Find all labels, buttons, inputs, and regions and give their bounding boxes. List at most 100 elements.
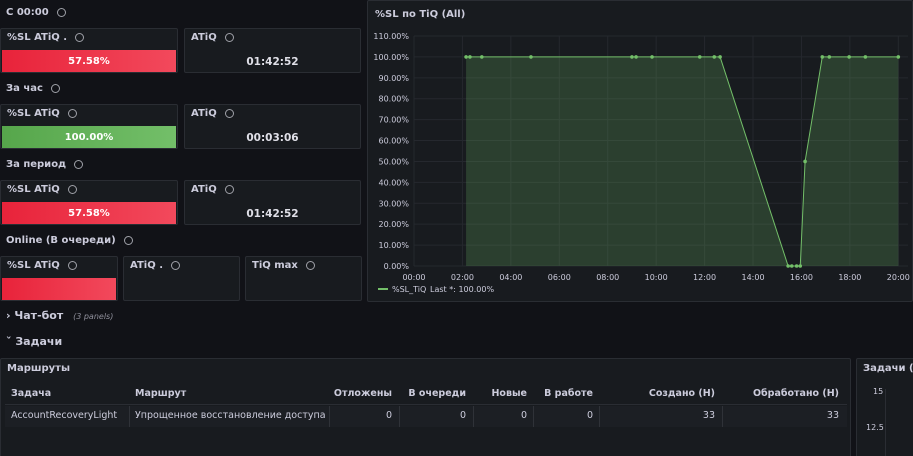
data-point xyxy=(803,159,807,164)
legend-stat: Last *: 100.00% xyxy=(430,285,494,294)
data-point xyxy=(650,55,654,59)
stat-value: 100.00% xyxy=(64,131,114,143)
stat-value: 01:42:52 xyxy=(246,208,299,220)
stat-title: ATiQ xyxy=(191,108,234,119)
x-tick-label: 04:00 xyxy=(499,273,522,282)
stat-title: %SL ATiQ xyxy=(7,260,77,271)
row-title: Чат-бот xyxy=(14,309,64,322)
info-icon xyxy=(224,108,234,118)
table: Задача Маршрут Отложены В очереди Новые В раб… xyxy=(1,359,850,456)
row-note: (3 panels) xyxy=(73,312,114,321)
stat-title-text: ATiQ xyxy=(191,108,217,119)
data-point xyxy=(786,264,790,268)
info-icon xyxy=(50,83,60,93)
table-cell: AccountRecoveryLight xyxy=(11,410,118,421)
y-tick-label: 80.00% xyxy=(378,95,409,104)
cell-divider xyxy=(329,406,330,427)
info-icon xyxy=(67,260,77,270)
info-icon xyxy=(67,108,77,118)
stat-title-text: %SL ATiQ . xyxy=(7,32,68,43)
data-point xyxy=(847,55,851,59)
stat-title: ATiQ xyxy=(191,32,234,43)
axis xyxy=(885,389,886,456)
data-point xyxy=(863,55,868,59)
section-title: Online (В очереди) xyxy=(6,235,133,246)
table-title: Маршруты xyxy=(7,363,70,374)
x-tick-label: 10:00 xyxy=(645,273,668,282)
column-header: Отложены xyxy=(333,388,392,399)
stat-panel: TiQ max xyxy=(245,256,362,301)
cell-divider xyxy=(129,406,130,427)
column-header: В работе xyxy=(544,388,593,399)
data-point xyxy=(896,55,901,59)
info-icon xyxy=(56,7,66,17)
data-point xyxy=(464,55,468,59)
table-panel: Маршруты Задача Маршрут Отложены В очереди Н… xyxy=(0,358,851,456)
x-tick-label: 06:00 xyxy=(548,273,571,282)
data-point xyxy=(712,55,717,59)
y-tick-label: 100.00% xyxy=(373,53,409,62)
cell-divider xyxy=(399,406,400,427)
table-cell: 33 xyxy=(702,410,715,421)
y-tick-label: 60.00% xyxy=(378,137,409,146)
info-icon xyxy=(74,159,84,169)
column-header: Маршрут xyxy=(135,388,187,399)
section-title: С 00:00 xyxy=(6,7,66,18)
stat-panel: %SL ATiQ . 57.58% xyxy=(0,28,178,73)
stat-title: %SL ATiQ . xyxy=(7,32,85,43)
legend-label: %SL_TiQ xyxy=(392,285,426,294)
y-tick-label: 15 xyxy=(873,387,884,396)
data-point xyxy=(794,264,799,268)
info-icon xyxy=(224,184,234,194)
row-header[interactable]: ˇ Задачи xyxy=(6,335,63,348)
info-icon xyxy=(171,260,180,270)
x-tick-label: 00:00 xyxy=(402,273,425,282)
stat-value-box xyxy=(2,278,116,300)
chart: %SL по TiQ (All) 0.00% 10.00% 20.00% 30.00%… xyxy=(373,9,909,294)
y-tick-label: 20.00% xyxy=(378,220,409,229)
cell-divider xyxy=(722,406,723,427)
column-header: Новые xyxy=(491,388,527,399)
data-point xyxy=(468,55,472,59)
stat-title-text: ATiQ xyxy=(191,32,217,43)
y-tick-label: 110.00% xyxy=(373,32,409,41)
stat-panel: ATiQ . xyxy=(123,256,240,301)
side-title: Задачи (All xyxy=(863,363,913,374)
table-row xyxy=(5,406,847,427)
row-header[interactable]: › Чат-бот (3 panels) xyxy=(6,309,114,322)
stat-title: ATiQ . xyxy=(130,260,180,271)
x-tick-label: 18:00 xyxy=(838,273,861,282)
stat-value: 57.58% xyxy=(68,207,110,219)
stat-title-text: ATiQ xyxy=(191,184,217,195)
y-tick-label: 12.5 xyxy=(866,423,884,432)
cell-divider xyxy=(599,406,600,427)
data-point xyxy=(634,55,638,59)
x-tick-label: 08:00 xyxy=(596,273,619,282)
column-header: В очереди xyxy=(408,388,466,399)
data-point xyxy=(529,55,533,59)
stat-panel: %SL ATiQ xyxy=(0,256,118,301)
x-tick-label: 14:00 xyxy=(741,273,764,282)
x-tick-label: 16:00 xyxy=(790,273,813,282)
stat-title-text: %SL ATiQ xyxy=(7,108,60,119)
info-icon xyxy=(67,184,77,194)
stat-value-box: 100.00% xyxy=(2,126,176,148)
stat-title: %SL ATiQ xyxy=(7,108,77,119)
header-divider xyxy=(5,404,847,405)
section-title-text: С 00:00 xyxy=(6,7,49,18)
stat-title-text: ATiQ . xyxy=(130,260,163,271)
table-cell: Упрощенное восстановление доступа xyxy=(135,410,326,421)
table-cell: 0 xyxy=(459,410,466,421)
x-tick-label: 12:00 xyxy=(693,273,716,282)
stat-title: TiQ max xyxy=(252,260,315,271)
section-title-text: Online (В очереди) xyxy=(6,235,116,246)
info-icon xyxy=(305,260,315,270)
stat-title: ATiQ xyxy=(191,184,234,195)
row-title: Задачи xyxy=(15,335,63,348)
data-point xyxy=(827,55,832,59)
column-header: Обработано (H) xyxy=(752,388,839,399)
stat-panel: ATiQ 01:42:52 xyxy=(184,28,361,73)
data-point xyxy=(697,55,702,59)
y-tick-label: 40.00% xyxy=(378,178,409,187)
